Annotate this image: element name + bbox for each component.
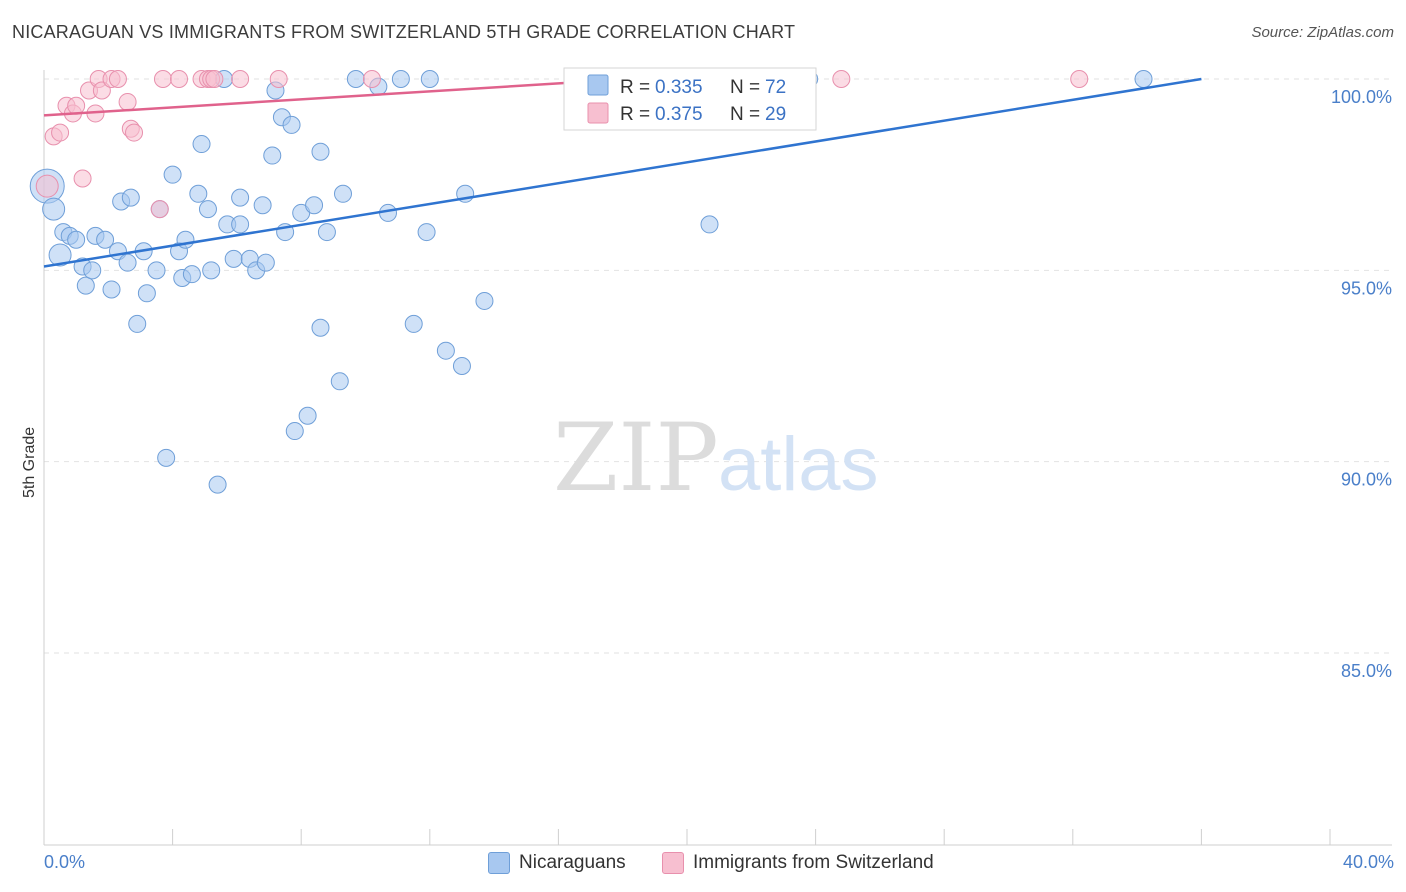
- nicaraguan-point-63: [452, 357, 471, 375]
- nicaraguan-point-26: [182, 265, 201, 284]
- stats-legend-swatch-pink: [587, 102, 609, 124]
- x-tick-label-min: 0.0%: [44, 852, 86, 872]
- nicaraguan-point-1: [42, 197, 66, 221]
- nicaraguan-point-49: [305, 196, 324, 215]
- nicaraguan-point-16: [128, 314, 147, 333]
- stats-legend-n-value-2: 29: [765, 104, 786, 125]
- switzerland-point-17: [153, 70, 172, 88]
- y-tick-labels: 100.0% 95.0% 90.0% 85.0%: [1331, 87, 1392, 681]
- stats-legend: R = 0.335 N = 72 R = 0.375 N = 29: [563, 67, 817, 131]
- series-legend: Nicaraguans Immigrants from Switzerland: [0, 852, 1406, 878]
- switzerland-point-24: [269, 70, 288, 88]
- nicaraguan-point-7: [76, 276, 95, 295]
- nicaraguan-point-70: [1134, 70, 1153, 88]
- nicaraguan-point-31: [208, 475, 227, 494]
- chart-source: Source: ZipAtlas.com: [1251, 24, 1394, 41]
- nicaraguan-point-29: [198, 200, 217, 219]
- trend-line-nicaraguans: [43, 77, 1202, 268]
- nicaraguan-point-14: [118, 253, 137, 272]
- legend-swatch-nicaraguans: [488, 852, 510, 874]
- chart-title: NICARAGUAN VS IMMIGRANTS FROM SWITZERLAN…: [12, 22, 796, 42]
- nicaraguan-point-51: [311, 318, 330, 337]
- legend-item-nicaraguans: Nicaraguans: [488, 852, 626, 874]
- switzerland-point-13: [118, 92, 137, 111]
- stats-legend-n-label-2: N =: [730, 104, 760, 125]
- nicaraguan-point-11: [102, 280, 121, 299]
- y-tick-label-3: 85.0%: [1341, 661, 1392, 681]
- nicaraguan-point-10: [96, 230, 115, 249]
- nicaraguan-point-67: [700, 215, 719, 234]
- legend-label-nicaraguans: Nicaraguans: [519, 852, 626, 873]
- nicaraguan-point-18: [137, 284, 156, 303]
- nicaraguan-point-50: [311, 142, 330, 161]
- nicaraguan-point-41: [263, 146, 282, 165]
- trend-line-switzerland: [43, 77, 630, 117]
- nicaraguan-point-21: [157, 448, 176, 467]
- stats-legend-swatch-blue: [587, 74, 609, 96]
- nicaraguan-point-58: [391, 70, 410, 88]
- nicaraguan-point-30: [202, 261, 221, 280]
- y-tick-label-1: 95.0%: [1341, 278, 1392, 298]
- nicaraguan-point-8: [83, 261, 102, 280]
- legend-label-switzerland: Immigrants from Switzerland: [693, 852, 934, 873]
- switzerland-point-18: [170, 70, 189, 88]
- nicaraguan-point-62: [436, 341, 455, 360]
- legend-item-switzerland: Immigrants from Switzerland: [662, 852, 934, 874]
- nicaraguan-point-15: [121, 188, 140, 207]
- nicaraguan-point-40: [256, 253, 275, 272]
- nicaraguan-point-2: [48, 243, 72, 267]
- nicaraguan-point-60: [417, 223, 436, 242]
- switzerland-point-10: [92, 81, 111, 100]
- nicaraguan-point-35: [231, 188, 250, 207]
- trend-lines: [43, 77, 1202, 268]
- switzerland-point-23: [231, 70, 250, 88]
- nicaraguan-point-27: [189, 184, 208, 203]
- stats-legend-n-value-1: 72: [765, 77, 786, 98]
- legend-swatch-switzerland: [662, 852, 684, 874]
- stats-legend-r-value-1: 0.335: [655, 77, 703, 98]
- switzerland-point-27: [832, 70, 851, 88]
- nicaraguan-point-19: [147, 261, 166, 280]
- stats-legend-r-label-1: R =: [620, 77, 650, 98]
- stats-legend-r-value-2: 0.375: [655, 104, 703, 125]
- x-tick-marks: [43, 829, 1331, 845]
- switzerland-point-0: [35, 174, 59, 198]
- nicaraguan-point-65: [475, 291, 494, 310]
- switzerland-point-16: [150, 200, 169, 219]
- nicaraguan-point-34: [224, 249, 243, 268]
- switzerland-point-28: [1070, 70, 1089, 88]
- nicaraguan-point-28: [192, 135, 211, 154]
- switzerland-point-22: [205, 70, 224, 88]
- nicaraguan-point-61: [420, 70, 439, 88]
- nicaraguan-point-59: [404, 314, 423, 333]
- y-tick-label-0: 100.0%: [1331, 87, 1392, 107]
- nicaraguan-point-36: [231, 215, 250, 234]
- switzerland-point-6: [73, 169, 92, 188]
- nicaraguan-point-46: [285, 422, 304, 441]
- nicaraguan-point-53: [330, 372, 349, 391]
- nicaraguan-point-39: [253, 196, 272, 215]
- switzerland-point-12: [108, 70, 127, 88]
- watermark-zip: ZIP: [553, 404, 719, 513]
- nicaraguan-point-52: [317, 223, 336, 242]
- nicaraguan-point-5: [67, 230, 86, 249]
- switzerland-point-15: [125, 123, 144, 142]
- grid-lines: [44, 78, 1392, 654]
- nicaraguan-point-22: [163, 165, 182, 184]
- nicaraguan-point-48: [298, 406, 317, 425]
- switzerland-point-2: [51, 123, 70, 142]
- watermark: ZIP atlas: [553, 404, 879, 513]
- watermark-atlas: atlas: [718, 422, 879, 507]
- stats-legend-r-label-2: R =: [620, 104, 650, 125]
- nicaraguan-point-54: [333, 184, 352, 203]
- nicaraguan-point-45: [282, 115, 301, 134]
- y-tick-label-2: 90.0%: [1341, 470, 1392, 490]
- stats-legend-n-label-1: N =: [730, 77, 760, 98]
- nicaraguan-point-55: [346, 70, 365, 88]
- x-tick-label-max: 40.0%: [1342, 852, 1394, 872]
- switzerland-point-25: [362, 70, 381, 88]
- y-axis-label: 5th Grade: [21, 427, 38, 498]
